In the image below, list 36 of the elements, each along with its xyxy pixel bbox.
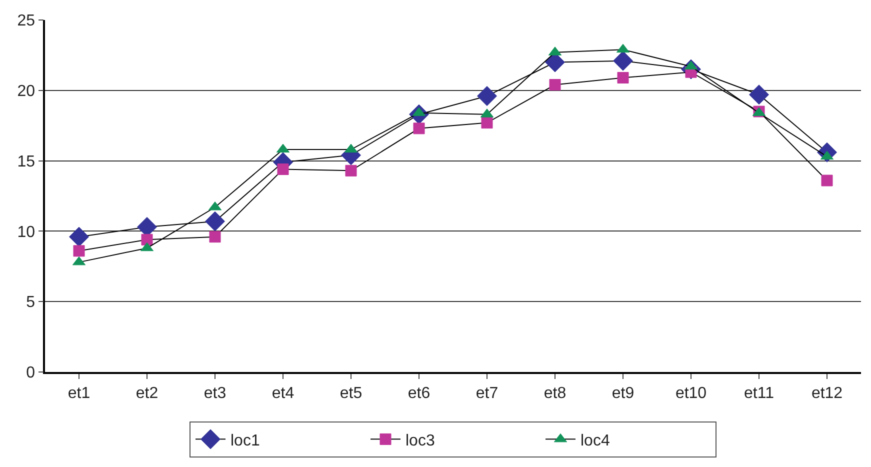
point [477,86,497,106]
point [205,211,225,232]
point [617,72,629,84]
y-tick-label: 5 [26,294,36,312]
y-tick-label: 10 [17,224,36,241]
legend-label: loc4 [580,432,610,450]
point [345,164,357,176]
point [277,164,289,175]
legend-label: loc1 [230,432,260,450]
y-tick-label: 20 [17,83,36,100]
point [613,50,633,71]
point [749,84,769,105]
x-tick-label: et7 [476,384,498,402]
y-tick-label: 0 [26,364,36,382]
legend-label: loc3 [406,432,435,450]
x-tick-label: et5 [340,384,362,402]
x-tick-label: et8 [544,384,566,402]
x-tick-label: et10 [675,384,707,402]
point [141,234,153,246]
point [209,231,221,243]
point [549,79,561,91]
point [69,226,89,247]
point [481,117,493,129]
point [73,245,85,257]
y-tick-label: 25 [17,12,36,30]
x-tick-label: et12 [811,384,843,402]
x-tick-label: et9 [612,384,634,402]
point [821,174,833,186]
x-tick-label: et3 [204,384,226,402]
point [413,122,425,134]
x-tick-label: et6 [408,384,430,402]
y-tick-label: 15 [17,153,36,170]
x-tick-label: et4 [272,384,294,402]
x-tick-label: et1 [68,384,90,402]
x-tick-label: et11 [744,384,774,402]
x-tick-label: et2 [136,384,158,402]
